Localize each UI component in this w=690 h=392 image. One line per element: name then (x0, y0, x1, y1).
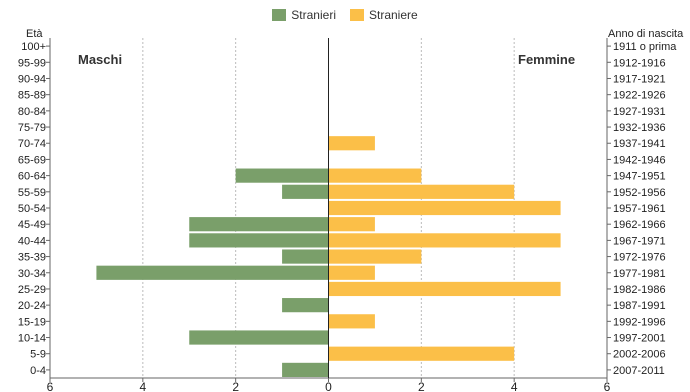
birth-year-label: 1957-1961 (613, 203, 666, 215)
bar-straniere-25-29 (328, 281, 561, 297)
birth-year-label: 1982-1986 (613, 284, 666, 296)
bar-straniere-5-9 (328, 346, 515, 361)
bar-stranieri-20-24 (282, 298, 329, 313)
birth-year-label: 2007-2011 (613, 365, 665, 377)
birth-year-label: 1962-1966 (613, 219, 666, 231)
age-label: 85-89 (18, 90, 46, 102)
birth-year-label: 1922-1926 (613, 90, 666, 102)
birth-year-label: 1911 o prima (613, 41, 677, 53)
x-tick-label: 0 (325, 380, 332, 392)
birth-year-axis-title: Anno di nascita (608, 28, 684, 40)
birth-year-label: 1952-1956 (613, 187, 666, 199)
age-label: 35-39 (18, 252, 46, 264)
birth-year-label: 2002-2006 (613, 349, 666, 361)
age-label: 100+ (21, 41, 46, 53)
x-tick-label: 4 (511, 380, 518, 392)
birth-year-label: 1917-1921 (613, 73, 666, 85)
bar-stranieri-40-44 (189, 233, 329, 248)
bar-straniere-35-39 (328, 249, 422, 264)
birth-year-label: 1977-1981 (613, 268, 666, 280)
birth-year-label: 1987-1991 (613, 300, 666, 312)
birth-year-label: 1997-2001 (613, 333, 666, 345)
age-label: 15-19 (18, 316, 46, 328)
age-label: 0-4 (30, 365, 46, 377)
age-label: 80-84 (18, 106, 46, 118)
age-label: 65-69 (18, 154, 46, 166)
age-axis-title: Età (26, 28, 43, 40)
bar-straniere-70-74 (328, 136, 375, 151)
birth-year-label: 1972-1976 (613, 252, 666, 264)
birth-year-label: 1932-1936 (613, 122, 666, 134)
bar-stranieri-35-39 (282, 249, 329, 264)
bar-stranieri-45-49 (189, 217, 329, 232)
legend-item-straniere[interactable]: Straniere (349, 8, 418, 22)
age-label: 5-9 (30, 349, 46, 361)
bar-stranieri-55-59 (282, 184, 329, 199)
bar-straniere-60-64 (328, 168, 422, 183)
age-label: 95-99 (18, 57, 46, 69)
age-label: 25-29 (18, 284, 46, 296)
birth-year-label: 1967-1971 (613, 235, 666, 247)
age-label: 45-49 (18, 219, 46, 231)
bar-stranieri-10-14 (189, 330, 329, 345)
x-tick-label: 6 (47, 380, 54, 392)
bar-straniere-55-59 (328, 184, 515, 199)
bar-stranieri-30-34 (96, 265, 329, 280)
x-tick-label: 6 (604, 380, 611, 392)
birth-year-label: 1912-1916 (613, 57, 666, 69)
bar-stranieri-60-64 (235, 168, 329, 183)
age-label: 55-59 (18, 187, 46, 199)
legend-item-stranieri[interactable]: Stranieri (272, 8, 336, 22)
legend-label-straniere: Straniere (368, 8, 418, 22)
birth-year-label: 1937-1941 (613, 138, 666, 150)
age-label: 75-79 (18, 122, 46, 134)
birth-year-label: 1942-1946 (613, 154, 666, 166)
age-label: 40-44 (18, 235, 46, 247)
x-tick-label: 2 (232, 380, 239, 392)
birth-year-label: 1927-1931 (613, 106, 666, 118)
birth-year-label: 1947-1951 (613, 171, 666, 183)
bar-straniere-15-19 (328, 314, 375, 329)
age-label: 60-64 (18, 171, 46, 183)
bar-straniere-50-54 (328, 200, 561, 216)
legend-swatch-straniere (349, 9, 364, 21)
x-tick-label: 2 (418, 380, 425, 392)
bar-straniere-45-49 (328, 217, 375, 232)
age-label: 20-24 (18, 300, 46, 312)
age-label: 70-74 (18, 138, 46, 150)
age-label: 30-34 (18, 268, 46, 280)
bar-stranieri-0-4 (282, 362, 329, 377)
age-label: 50-54 (18, 203, 46, 215)
age-label: 10-14 (18, 333, 46, 345)
males-title: Maschi (78, 52, 123, 67)
chart-legend: Stranieri Straniere (0, 8, 690, 22)
birth-year-label: 1992-1996 (613, 316, 666, 328)
legend-label-stranieri: Stranieri (291, 8, 336, 22)
bar-straniere-40-44 (328, 233, 561, 248)
x-tick-label: 4 (139, 380, 146, 392)
females-title: Femmine (518, 52, 576, 67)
bar-straniere-30-34 (328, 265, 375, 280)
age-label: 90-94 (18, 73, 46, 85)
legend-swatch-stranieri (272, 9, 287, 21)
